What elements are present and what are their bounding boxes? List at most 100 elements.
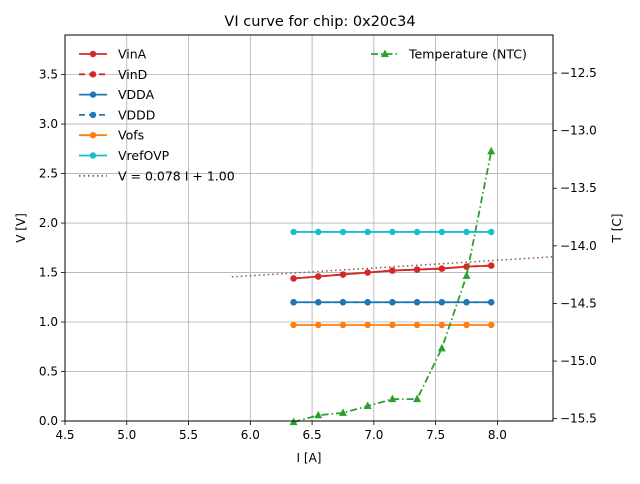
- legend-marker: [89, 152, 97, 159]
- data-point: [364, 321, 371, 329]
- y2-axis-label: T [C]: [610, 214, 624, 244]
- data-point: [315, 299, 322, 306]
- data-point: [364, 228, 371, 236]
- data-point: [438, 321, 446, 329]
- legend-label: VrefOVP: [118, 148, 170, 163]
- data-point: [315, 273, 322, 280]
- data-point: [338, 408, 347, 416]
- series-line: [293, 151, 493, 424]
- x-tick-label: 6.5: [303, 428, 322, 442]
- data-point: [339, 321, 347, 329]
- data-point: [438, 299, 446, 306]
- chart-title: VI curve for chip: 0x20c34: [224, 14, 415, 30]
- x-tick-label: 5.5: [179, 428, 198, 442]
- x-tick-label: 7.5: [426, 428, 445, 442]
- data-point: [413, 266, 421, 273]
- x-tick-label: 8.0: [488, 428, 507, 442]
- legend-right: Temperature (NTC): [371, 47, 527, 62]
- x-tick-label: 4.5: [55, 428, 74, 442]
- data-point: [339, 271, 347, 278]
- data-point: [413, 228, 421, 236]
- y2-tick-label: −13.5: [560, 181, 597, 195]
- plot-frame: [64, 34, 554, 422]
- data-point: [488, 321, 495, 329]
- data-point: [463, 228, 470, 236]
- data-point: [438, 228, 446, 236]
- legend-label: VDDA: [118, 87, 155, 102]
- data-point: [463, 299, 470, 306]
- legend-marker: [381, 49, 389, 57]
- y2-tick-label: −12.5: [560, 66, 597, 80]
- data-point: [413, 299, 421, 306]
- y-axis-left: 0.0 0.5 1.0 1.5 2.0 2.5 3.0 3.5: [39, 68, 65, 428]
- data-point: [364, 299, 371, 306]
- data-point: [389, 299, 396, 306]
- y2-tick-label: −15.5: [560, 412, 597, 426]
- data-point: [315, 321, 322, 329]
- fit-line-group: [231, 256, 554, 278]
- y-tick-label: 3.0: [39, 117, 58, 131]
- series-vofs: [290, 321, 495, 329]
- x-axis-label: I [A]: [297, 451, 322, 465]
- data-point: [437, 343, 446, 352]
- x-tick-label: 5.0: [117, 428, 136, 442]
- legend-marker: [89, 71, 97, 78]
- y-tick-label: 2.0: [39, 216, 58, 230]
- data-point: [363, 401, 372, 410]
- y-axis-label: V [V]: [14, 213, 28, 243]
- data-point: [389, 267, 396, 274]
- y2-tick-label: −14.0: [560, 239, 597, 253]
- grid: [64, 35, 553, 422]
- legend-label: Vofs: [118, 128, 144, 143]
- data-point: [438, 265, 446, 272]
- data-point: [488, 299, 495, 306]
- data-point: [290, 228, 297, 236]
- y-tick-label: 2.5: [39, 167, 58, 181]
- y-tick-label: 0.0: [39, 414, 58, 428]
- data-point: [413, 321, 421, 329]
- data-point: [364, 269, 371, 276]
- y2-tick-label: −13.0: [560, 124, 597, 138]
- series-vind: [290, 262, 495, 282]
- data-point: [389, 321, 396, 329]
- fit-line: [231, 256, 554, 278]
- series-vrefovp: [290, 228, 495, 236]
- legend-left: VinA VinD VDDA VDDD Vofs VrefOVP V = 0.078 I +…: [79, 47, 235, 183]
- data-point: [463, 321, 470, 329]
- data-point: [487, 146, 496, 155]
- legend-label: VDDD: [118, 107, 155, 122]
- legend-marker: [89, 132, 97, 139]
- series-temperature-ntc-: [289, 146, 496, 426]
- y2-tick-label: −15.0: [560, 354, 597, 368]
- data-point: [488, 228, 495, 236]
- y-tick-label: 3.5: [39, 68, 58, 82]
- data-point: [462, 271, 471, 279]
- data-point: [290, 299, 297, 306]
- series-group: [289, 146, 496, 426]
- x-tick-label: 7.0: [364, 428, 383, 442]
- legend-label: VinA: [118, 47, 147, 62]
- y2-tick-label: −14.5: [560, 296, 597, 310]
- data-point: [290, 321, 297, 329]
- data-point: [314, 410, 323, 419]
- data-point: [315, 228, 322, 236]
- x-axis: 4.5 5.0 5.5 6.0 6.5 7.0 7.5 8.0: [55, 421, 507, 442]
- legend-label: V = 0.078 I + 1.00: [118, 168, 235, 183]
- data-point: [290, 275, 297, 282]
- legend-label: VinD: [118, 67, 147, 82]
- legend-marker: [89, 111, 97, 119]
- series-line: [293, 264, 492, 280]
- y-tick-label: 0.5: [39, 365, 58, 379]
- data-point: [388, 394, 397, 403]
- data-point: [339, 228, 347, 236]
- y-tick-label: 1.0: [39, 315, 58, 329]
- data-point: [389, 228, 396, 236]
- x-tick-label: 6.0: [241, 428, 260, 442]
- data-point: [339, 299, 347, 306]
- y-axis-right: −12.5 −13.0 −13.5 −14.0 −14.5 −15.0 −15.5: [553, 66, 597, 426]
- series-vddd: [290, 299, 495, 306]
- data-point: [413, 394, 422, 403]
- legend-marker: [89, 50, 97, 58]
- legend-label: Temperature (NTC): [408, 47, 527, 62]
- legend-marker: [89, 91, 97, 98]
